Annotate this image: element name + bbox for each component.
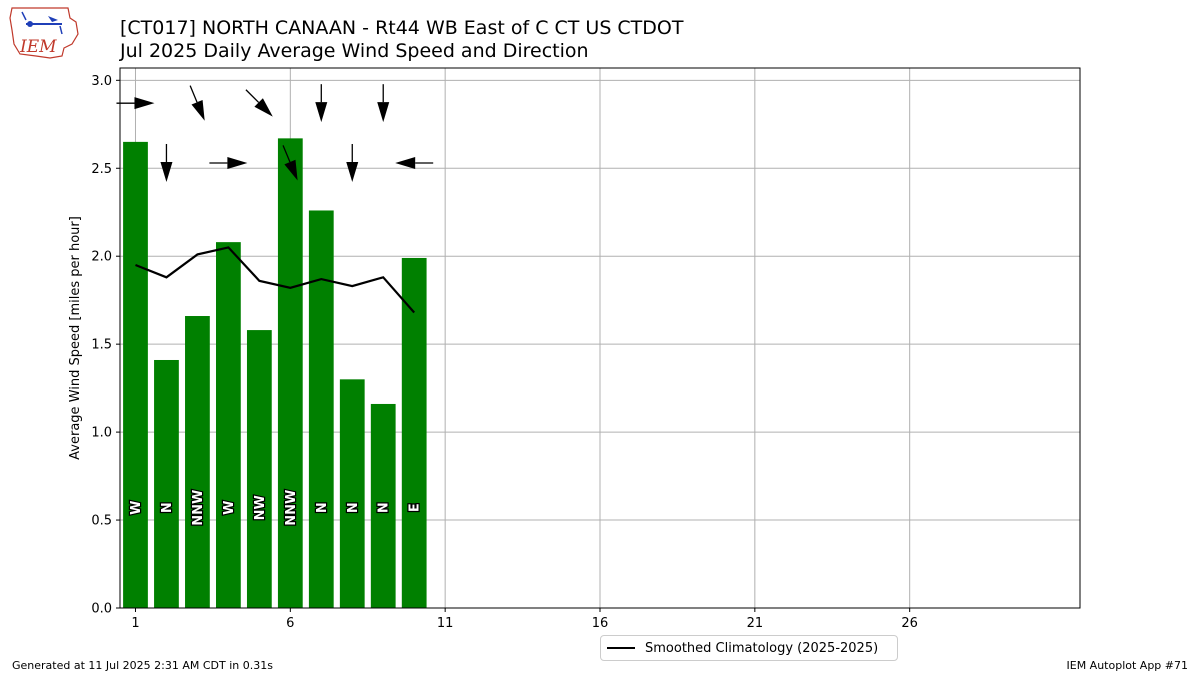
wind-arrow-head [346,161,359,182]
legend: Smoothed Climatology (2025-2025) [600,635,898,661]
direction-label: N [315,502,330,513]
wind-arrow-head [377,102,390,123]
footer-app: IEM Autoplot App #71 [1066,659,1189,672]
footer-generated: Generated at 11 Jul 2025 2:31 AM CDT in … [12,659,273,672]
x-tick-label: 26 [901,616,918,631]
direction-label: NNW [191,490,206,526]
wind-arrow-shaft [189,85,198,103]
bar [185,316,210,608]
legend-line-swatch [607,647,635,649]
y-tick-label: 3.0 [91,74,112,89]
y-tick-label: 1.0 [91,426,112,441]
bar [123,141,148,608]
bar [154,359,179,608]
direction-label: NW [253,495,268,520]
bar [401,257,427,608]
y-tick-label: 0.5 [91,514,112,529]
bar [277,138,303,608]
wind-arrow-head [315,102,328,123]
bar [308,210,334,608]
direction-arrows [116,84,434,182]
y-axis-label: Average Wind Speed [miles per hour] [68,216,83,460]
x-tick-label: 21 [747,616,764,631]
x-tick-label: 6 [286,616,294,631]
y-tick-label: 1.5 [91,338,112,353]
wind-arrow-head [160,161,173,182]
wind-arrow-head [134,97,155,110]
direction-label: W [129,501,144,515]
y-tick-label: 2.0 [91,250,112,265]
wind-arrow-head [395,156,416,169]
bar [370,403,396,608]
y-tick-label: 0.0 [91,602,112,617]
bar [339,379,365,608]
climatology-layer [135,246,416,314]
wind-arrow-shaft [282,145,291,163]
direction-labels: W N NNW W NW NNW N N N E [128,488,424,527]
direction-label: W [222,501,237,515]
x-tick-label: 1 [131,616,139,631]
y-tick-label: 2.5 [91,162,112,177]
wind-arrow-shaft [245,89,260,103]
direction-label: N [160,502,175,513]
direction-label: N [346,502,361,513]
chart-subtitle: Jul 2025 Daily Average Wind Speed and Di… [120,40,589,62]
legend-label: Smoothed Climatology (2025-2025) [645,640,879,656]
direction-label: NNW [284,490,299,526]
bar [246,330,272,608]
iem-logo: IEM [9,7,79,59]
direction-label: N [377,502,392,513]
wind-arrow-head [227,156,248,169]
wind-arrow-head [191,99,205,121]
climatology-line [135,246,416,314]
direction-label: E [408,503,423,512]
x-tick-label: 16 [592,616,609,631]
wind-arrow-head [284,159,298,181]
axis-ticks: 0.00.51.01.52.02.53.01 6 11 16 21 26 [91,74,918,631]
bars [123,138,427,608]
iem-logo-text: IEM [19,37,57,57]
chart-title: [CT017] NORTH CANAAN - Rt44 WB East of C… [120,17,684,39]
bar [216,242,241,608]
x-tick-label: 11 [437,616,454,631]
wind-arrow-head [254,98,273,117]
